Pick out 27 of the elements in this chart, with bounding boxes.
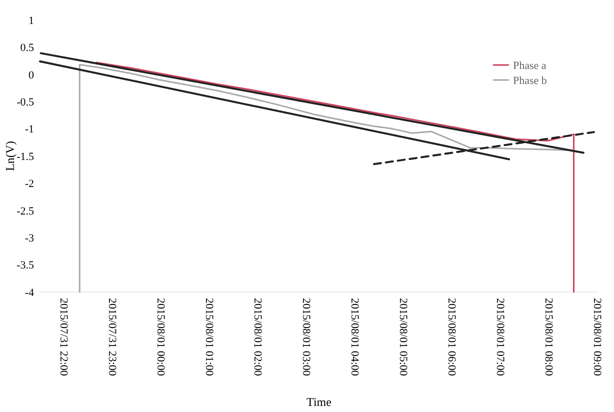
x-tick-label: 2015/08/01 04:00 (348, 298, 361, 376)
y-tick-label: 1 (28, 14, 34, 27)
y-axis-title: Ln(V) (3, 141, 17, 171)
y-tick-label: 0 (28, 69, 34, 82)
y-tick-label: 0.5 (20, 42, 34, 54)
y-tick-label: -2 (24, 178, 34, 190)
x-tick-label: 2015/08/01 00:00 (154, 298, 166, 376)
y-tick-label: -1 (24, 124, 34, 136)
x-tick-label: 2015/07/31 22:00 (57, 298, 70, 376)
x-axis-title: Time (306, 395, 332, 409)
x-tick-label: 2015/08/01 03:00 (300, 298, 312, 376)
x-tick-label: 2015/08/01 07:00 (494, 298, 506, 376)
x-tick-label: 2015/08/01 05:00 (397, 298, 410, 376)
x-tick-label: 2015/08/01 06:00 (446, 298, 458, 376)
x-tick-label: 2015/08/01 09:00 (591, 298, 604, 376)
x-tick-label: 2015/08/01 01:00 (202, 298, 215, 376)
y-tick-label: -1.5 (16, 150, 34, 163)
y-tick-label: -3.5 (16, 260, 34, 272)
legend-label: Phase a (513, 60, 546, 72)
y-tick-label: -3 (24, 232, 34, 244)
x-tick-label: 2015/08/01 08:00 (542, 298, 555, 376)
y-tick-label: -4 (24, 286, 34, 299)
x-tick-label: 2015/07/31 23:00 (106, 298, 118, 376)
x-tick-label: 2015/08/01 02:00 (252, 298, 264, 376)
y-tick-label: -2.5 (16, 205, 34, 218)
y-tick-label: -0.5 (16, 96, 34, 108)
legend-label: Phase b (513, 74, 548, 87)
